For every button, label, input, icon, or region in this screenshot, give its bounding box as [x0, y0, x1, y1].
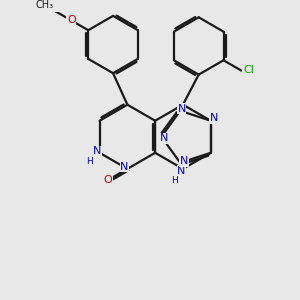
- Text: N: N: [120, 162, 129, 172]
- Text: H: H: [86, 157, 93, 166]
- Text: N: N: [177, 166, 186, 176]
- Text: N: N: [209, 113, 218, 123]
- Text: N: N: [160, 133, 168, 143]
- Text: N: N: [209, 113, 218, 123]
- Text: N: N: [93, 146, 101, 156]
- Text: N: N: [179, 156, 188, 166]
- Text: O: O: [103, 175, 112, 185]
- Text: CH₃: CH₃: [35, 0, 54, 10]
- Text: H: H: [172, 176, 178, 185]
- Text: Cl: Cl: [243, 65, 254, 75]
- Text: O: O: [67, 16, 76, 26]
- Text: N: N: [178, 103, 186, 113]
